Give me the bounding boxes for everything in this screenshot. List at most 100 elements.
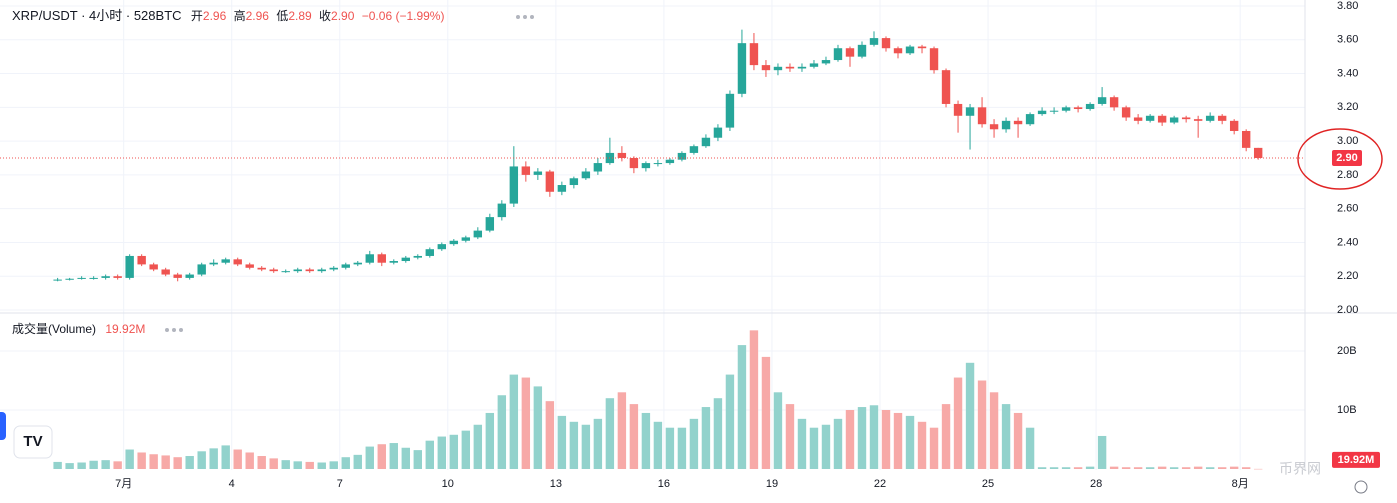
- header: XRP/USDT · 4小时 · 528BTC 开2.96 高2.96 低2.8…: [12, 8, 444, 23]
- candle-body: [149, 264, 158, 270]
- volume-bar: [1025, 427, 1035, 469]
- y-tick-label: 2.40: [1337, 236, 1358, 248]
- volume-bar: [485, 412, 495, 469]
- candle-body: [1049, 110, 1059, 112]
- low: 2.89: [288, 9, 312, 23]
- close-label: 收: [319, 9, 331, 23]
- volume-bar: [269, 458, 278, 469]
- candle-body: [1121, 107, 1131, 118]
- volume-bar: [785, 404, 795, 469]
- candle-body: [377, 254, 386, 263]
- volume-bar: [629, 404, 639, 469]
- candle-body: [221, 259, 230, 263]
- candle-body: [881, 38, 891, 49]
- volume-bar: [1061, 467, 1071, 469]
- volume-bar: [137, 452, 146, 469]
- volume-bar: [437, 436, 447, 469]
- volume-bar: [197, 451, 206, 469]
- watermark: 币界网: [1279, 461, 1321, 477]
- volume-bar: [221, 445, 230, 469]
- candle-body: [281, 271, 290, 273]
- volume-bar: [977, 380, 987, 469]
- candle-body: [761, 65, 771, 71]
- candle-body: [401, 257, 410, 262]
- candle-body: [1145, 115, 1155, 121]
- volume-bar: [185, 456, 194, 469]
- candle-body: [665, 159, 675, 164]
- side-tab[interactable]: [0, 412, 6, 440]
- volume-title: 成交量(Volume) 19.92M: [12, 321, 145, 336]
- open: 2.96: [203, 9, 227, 23]
- volume-bar: [1157, 466, 1167, 469]
- candle-body: [737, 43, 747, 94]
- candle-body: [113, 276, 122, 278]
- volume-bar: [65, 463, 74, 469]
- svg-text:TV: TV: [23, 433, 42, 450]
- close: 2.90: [331, 9, 355, 23]
- volume-bar: [281, 460, 290, 469]
- volume-bar: [1109, 466, 1119, 469]
- candle-body: [389, 261, 398, 263]
- candle-body: [845, 48, 855, 57]
- high-label: 高: [234, 8, 246, 23]
- volume-bar: [353, 454, 362, 469]
- candle-body: [365, 254, 374, 263]
- candle-body: [437, 244, 447, 250]
- volume-bar: [1145, 467, 1155, 469]
- candle-body: [701, 137, 711, 147]
- volume-bar: [953, 377, 963, 469]
- volume-bar: [1181, 467, 1191, 469]
- candle-body: [1109, 97, 1119, 108]
- volume-bar: [737, 345, 747, 469]
- candle-body: [1037, 110, 1047, 115]
- volume-bar: [1205, 467, 1215, 469]
- candle-body: [545, 171, 555, 192]
- volume-bar: [833, 418, 843, 469]
- volume-bar: [1241, 467, 1251, 469]
- volume-bar: [1217, 467, 1227, 469]
- volume-bar: [521, 377, 531, 469]
- volume-tick-label: 20B: [1337, 345, 1357, 357]
- tv-logo: TV: [13, 425, 53, 459]
- candle-body: [197, 264, 206, 275]
- volume-bar: [449, 434, 459, 469]
- candle-body: [533, 171, 543, 175]
- candle-body: [161, 269, 170, 275]
- y-tick-label: 3.20: [1337, 101, 1358, 113]
- volume-bar: [1229, 466, 1239, 469]
- volume-bar: [233, 449, 242, 469]
- marks: [0, 29, 1305, 470]
- candle-body: [725, 93, 735, 128]
- high: 2.96: [246, 9, 270, 23]
- candle-body: [809, 63, 819, 67]
- volume-bar: [929, 427, 939, 469]
- volume-bar: [641, 412, 651, 469]
- y-tick-label: 3.80: [1337, 0, 1358, 12]
- x-tick-label: 16: [658, 478, 670, 490]
- settings-icon[interactable]: [1354, 480, 1368, 494]
- candle-body: [209, 262, 218, 265]
- candle-body: [1193, 119, 1203, 121]
- highlight-circle: [1297, 128, 1383, 190]
- volume-bar: [257, 456, 266, 469]
- y-tick-label: 3.60: [1337, 34, 1358, 46]
- candle-body: [425, 249, 434, 256]
- volume-bar: [941, 404, 951, 469]
- volume-bar: [713, 398, 723, 469]
- volume-bar: [1121, 467, 1131, 469]
- candle-body: [233, 259, 242, 265]
- candle-body: [905, 46, 915, 54]
- candle-body: [1025, 114, 1035, 125]
- header-dots: [516, 15, 534, 19]
- volume-bar: [89, 460, 98, 469]
- volume-bar: [677, 427, 687, 469]
- candle-body: [941, 70, 951, 104]
- candle-body: [641, 163, 651, 169]
- candle-body: [1181, 117, 1191, 120]
- volume-bar: [1013, 412, 1023, 469]
- volume-bar: [749, 330, 759, 469]
- candle-body: [509, 166, 519, 204]
- candle-body: [485, 217, 495, 231]
- volume-bar: [581, 424, 591, 469]
